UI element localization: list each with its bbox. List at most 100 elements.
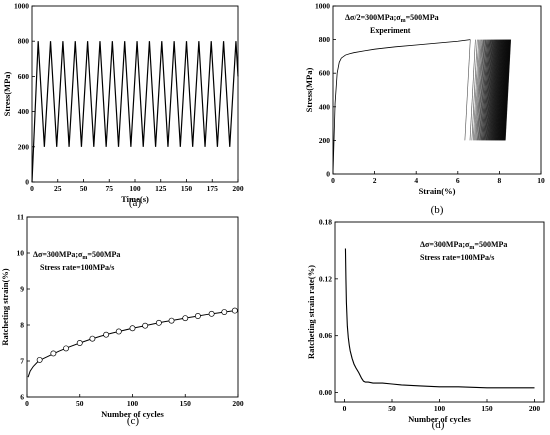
y-tick-label: 0.00: [319, 388, 332, 397]
hysteresis-loop: [478, 39, 485, 141]
data-point-marker: [76, 340, 83, 346]
panel-d-ratcheting-strain-rate: 0 50 100 150 200 0.00 0.06 0.12 0.18 Number of cy…: [306, 218, 545, 431]
data-point-marker: [103, 331, 110, 338]
data-point-marker: [142, 322, 149, 329]
y-tick-label: 1000: [315, 2, 330, 11]
x-tick-label: 175: [207, 184, 219, 193]
panel-label: (a): [129, 197, 142, 209]
x-axis-label: Time(s): [121, 194, 149, 204]
x-tick-label: 100: [127, 399, 139, 408]
x-tick-label: 200: [529, 404, 541, 413]
hysteresis-loop: [490, 39, 497, 141]
x-tick-label: 2: [373, 176, 377, 185]
x-tick-label: 50: [388, 404, 396, 413]
data-point-marker: [63, 345, 69, 352]
hysteresis-loop: [479, 39, 486, 141]
hysteresis-loop: [490, 39, 497, 141]
y-tick-label: 600: [18, 72, 30, 81]
y-tick-label: 200: [18, 142, 30, 151]
x-tick-label: 200: [232, 184, 244, 193]
y-tick-label: 10: [17, 249, 25, 258]
x-axis-label: Number of cycles: [408, 414, 471, 424]
hysteresis-loop: [489, 39, 496, 141]
y-tick-label: 9: [20, 285, 24, 294]
x-tick-label: 50: [80, 184, 88, 193]
y-tick-label: 0.18: [319, 218, 332, 227]
x-tick-label: 6: [456, 176, 460, 185]
panel-label: (b): [431, 204, 444, 216]
hysteresis-loop: [478, 39, 486, 141]
annotation-load-params: Δσ=300MPa;σm=500MPa: [33, 250, 120, 261]
hysteresis-loop: [482, 39, 489, 141]
data-point-marker: [155, 319, 162, 326]
hysteresis-loop: [488, 39, 495, 141]
ratcheting-strain-rate-line: [344, 248, 535, 389]
data-point-marker: [231, 307, 238, 314]
data-point-marker: [129, 325, 136, 332]
ratcheting-strain-markers: [36, 307, 238, 363]
hysteresis-loops: [464, 39, 512, 141]
hysteresis-loop: [487, 39, 494, 141]
y-tick-label: 11: [17, 213, 24, 222]
x-tick-label: 50: [76, 399, 84, 408]
annotation-stress-rate: Stress rate=100MPa/s: [420, 253, 494, 262]
panel-c-ratcheting-strain: 0 50 100 150 200 6 7 8 9 10 11 Number of cycles Ratc…: [0, 213, 244, 428]
y-axis-label: Stress(MPa): [2, 71, 12, 116]
data-point-marker: [89, 335, 96, 342]
x-tick-label: 0: [331, 176, 335, 185]
plot-frame: [31, 5, 239, 183]
x-tick-label: 75: [106, 184, 114, 193]
hysteresis-loop: [484, 39, 491, 141]
x-axis-label: Number of cycles: [101, 409, 164, 419]
hysteresis-loop: [489, 39, 496, 141]
y-axis-label: Ratcheting strain rate(%): [306, 265, 316, 359]
hysteresis-loop: [491, 39, 498, 141]
x-tick-label: 150: [181, 184, 193, 193]
hysteresis-loop: [481, 39, 488, 141]
data-point-marker: [208, 310, 215, 317]
y-tick-label: 0.12: [319, 274, 332, 283]
hysteresis-loop: [483, 39, 490, 141]
hysteresis-loop: [488, 39, 495, 141]
hysteresis-loop: [486, 39, 493, 141]
y-tick-label: 800: [319, 35, 331, 44]
y-tick-label: 600: [319, 69, 331, 78]
y-tick-label: 0: [326, 170, 330, 179]
panel-label: (d): [432, 419, 445, 431]
x-axis-label: Strain(%): [419, 186, 456, 196]
hysteresis-loop: [485, 39, 492, 141]
y-tick-label: 400: [319, 102, 331, 111]
y-axis-label: Ratcheting strain(%): [0, 268, 10, 345]
hysteresis-loop: [487, 39, 494, 141]
annotation-load-params: Δσ=300MPa;σm=500MPa: [420, 240, 507, 251]
data-point-marker: [168, 317, 175, 324]
data-point-marker: [221, 309, 228, 315]
hysteresis-loop: [477, 39, 484, 141]
hysteresis-loop: [481, 39, 488, 141]
hysteresis-loop: [484, 39, 491, 141]
data-point-marker: [50, 350, 57, 357]
y-tick-label: 6: [20, 393, 24, 402]
hysteresis-loop: [471, 39, 478, 141]
hysteresis-loop: [476, 39, 483, 141]
stress-waveform-line: [31, 41, 239, 183]
y-tick-label: 7: [20, 357, 24, 366]
hysteresis-loop: [485, 39, 492, 141]
hysteresis-loop: [474, 39, 481, 141]
y-tick-label: 800: [18, 37, 30, 46]
x-tick-label: 150: [180, 399, 192, 408]
y-axis-label: Stress(MPa): [304, 67, 314, 112]
annotation-stress-rate: Stress rate=100MPa/s: [40, 263, 114, 272]
monotonic-loading-curve: [332, 39, 471, 175]
hysteresis-loop: [480, 39, 487, 141]
x-tick-label: 200: [232, 399, 244, 408]
x-tick-label: 0: [343, 404, 347, 413]
y-tick-label: 8: [20, 321, 24, 330]
plot-frame: [334, 221, 545, 403]
x-tick-label: 25: [54, 184, 62, 193]
ratcheting-strain-line: [27, 309, 239, 378]
x-tick-label: 150: [481, 404, 493, 413]
data-point-marker: [194, 313, 201, 319]
hysteresis-loop: [486, 39, 493, 141]
